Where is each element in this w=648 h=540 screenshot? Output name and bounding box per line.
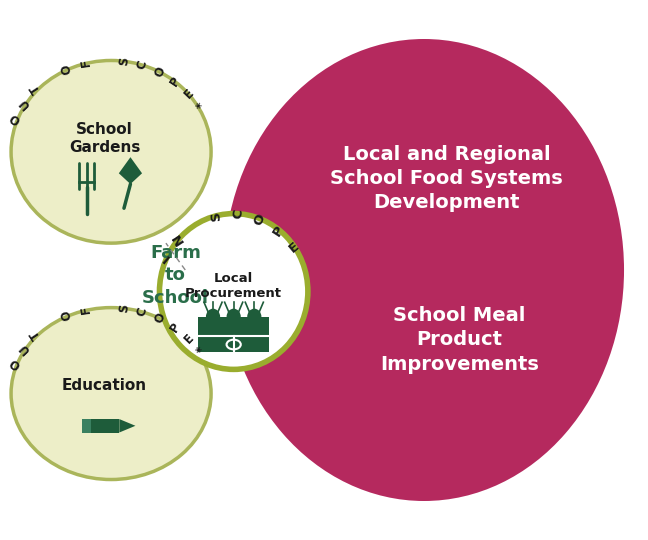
Text: E: E bbox=[181, 86, 196, 101]
Text: U: U bbox=[16, 340, 32, 356]
Ellipse shape bbox=[224, 39, 624, 501]
Text: S: S bbox=[209, 210, 223, 221]
Text: I: I bbox=[159, 251, 171, 264]
Text: P: P bbox=[168, 75, 183, 89]
Text: U: U bbox=[16, 95, 32, 111]
Text: *: * bbox=[194, 100, 206, 115]
Text: S: S bbox=[117, 56, 131, 66]
Text: O: O bbox=[7, 110, 23, 127]
Text: F: F bbox=[78, 305, 93, 315]
Text: Local
Procurement: Local Procurement bbox=[185, 272, 282, 300]
Ellipse shape bbox=[206, 309, 220, 325]
Text: Education: Education bbox=[62, 378, 147, 393]
Text: O: O bbox=[152, 311, 168, 326]
FancyBboxPatch shape bbox=[82, 419, 91, 433]
Ellipse shape bbox=[11, 308, 211, 480]
Text: E: E bbox=[181, 332, 196, 346]
Text: C: C bbox=[231, 208, 245, 219]
Text: E: E bbox=[286, 240, 301, 255]
Text: O: O bbox=[252, 212, 268, 227]
Ellipse shape bbox=[248, 309, 261, 325]
Text: O: O bbox=[60, 62, 75, 75]
FancyBboxPatch shape bbox=[84, 419, 119, 433]
Ellipse shape bbox=[159, 214, 308, 369]
Text: *: * bbox=[194, 345, 206, 359]
Text: School Meal
Product
Improvements: School Meal Product Improvements bbox=[380, 306, 539, 374]
Text: S: S bbox=[117, 303, 131, 313]
Text: Local and Regional
School Food Systems
Development: Local and Regional School Food Systems D… bbox=[330, 145, 563, 212]
Text: T: T bbox=[28, 82, 43, 96]
Ellipse shape bbox=[227, 309, 241, 325]
Text: C: C bbox=[135, 59, 150, 71]
Text: O: O bbox=[7, 354, 23, 371]
Text: School
Gardens: School Gardens bbox=[69, 122, 141, 154]
Polygon shape bbox=[119, 419, 135, 433]
Text: N: N bbox=[169, 230, 186, 246]
Text: C: C bbox=[135, 306, 150, 318]
Text: F: F bbox=[78, 58, 93, 68]
Text: P: P bbox=[168, 320, 183, 335]
Text: O: O bbox=[60, 309, 75, 322]
Text: Farm
to
School: Farm to School bbox=[142, 244, 209, 307]
Text: P: P bbox=[271, 223, 287, 239]
Text: O: O bbox=[152, 65, 168, 79]
FancyBboxPatch shape bbox=[198, 318, 269, 352]
Ellipse shape bbox=[11, 60, 211, 243]
Text: T: T bbox=[28, 328, 43, 342]
Polygon shape bbox=[119, 157, 142, 184]
